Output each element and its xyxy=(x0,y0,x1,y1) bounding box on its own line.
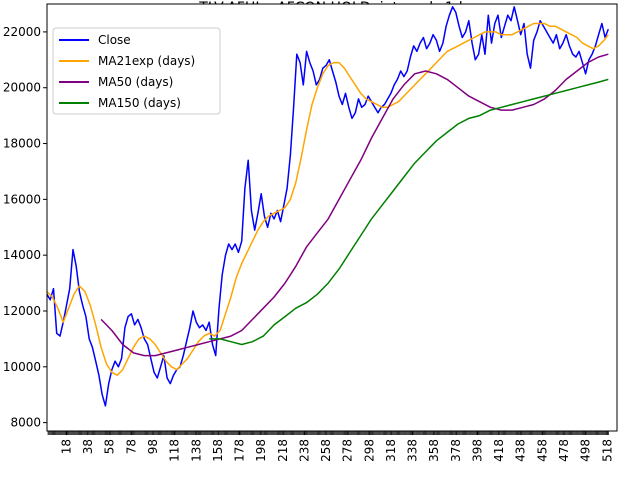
plot-frame xyxy=(46,3,618,432)
series-line-close xyxy=(46,6,610,407)
x-tick-label: 58 xyxy=(103,439,117,454)
x-tick-label: 318 xyxy=(384,439,398,462)
y-tick-label: 22000 xyxy=(3,25,41,39)
x-tick-label: 518 xyxy=(600,439,614,462)
x-tick-label: 378 xyxy=(449,439,463,462)
x-tick-label: 198 xyxy=(254,439,268,462)
x-tick-label: 18 xyxy=(59,439,73,454)
series-layer xyxy=(46,6,610,407)
y-tick-label: 8000 xyxy=(10,416,41,430)
x-tick-label: 418 xyxy=(492,439,506,462)
legend-label: MA150 (days) xyxy=(98,96,181,110)
x-tick-label: 178 xyxy=(233,439,247,462)
x-tick-label: 458 xyxy=(535,439,549,462)
x-tick-label: 38 xyxy=(81,439,95,454)
legend-label: MA21exp (days) xyxy=(98,54,195,68)
series-line-ma150-days xyxy=(209,78,609,346)
y-axis: 8000 10000 12000 14000 16000 18000 20000 22000 xyxy=(3,25,47,430)
y-tick-label: 10000 xyxy=(3,360,41,374)
x-tick-label: 158 xyxy=(211,439,225,462)
y-tick-label: 18000 xyxy=(3,137,41,151)
x-tick-label: 258 xyxy=(319,439,333,462)
y-tick-label: 20000 xyxy=(3,81,41,95)
x-tick-label: 238 xyxy=(297,439,311,462)
x-tick-label: 298 xyxy=(362,439,376,462)
series-line-ma50-days xyxy=(100,53,609,357)
x-tick-label: 398 xyxy=(470,439,484,462)
legend-label: Close xyxy=(98,33,131,47)
y-tick-label: 16000 xyxy=(3,192,41,206)
x-tick-label: 278 xyxy=(341,439,355,462)
x-tick-label: 438 xyxy=(514,439,528,462)
x-tick-label: 78 xyxy=(124,439,138,454)
y-tick-label: 14000 xyxy=(3,248,41,262)
x-tick-label: 478 xyxy=(557,439,571,462)
x-tick-label: 358 xyxy=(427,439,441,462)
x-tick-label: 498 xyxy=(579,439,593,462)
x-tick-label: 218 xyxy=(276,439,290,462)
legend-label: MA50 (days) xyxy=(98,75,173,89)
x-tick-label: 98 xyxy=(146,439,160,454)
x-axis: 18 38 58 78 98 118 138 158 178 198 218 238 258 278 298… xyxy=(47,431,614,462)
series-line-ma21exp-days xyxy=(46,22,609,376)
legend-box xyxy=(52,27,221,115)
x-tick-label: 118 xyxy=(168,439,182,462)
legend: Close MA21exp (days) MA50 (days) MA150 (day… xyxy=(52,27,221,115)
y-tick-label: 12000 xyxy=(3,304,41,318)
x-tick-label: 338 xyxy=(406,439,420,462)
x-tick-label: 138 xyxy=(189,439,203,462)
